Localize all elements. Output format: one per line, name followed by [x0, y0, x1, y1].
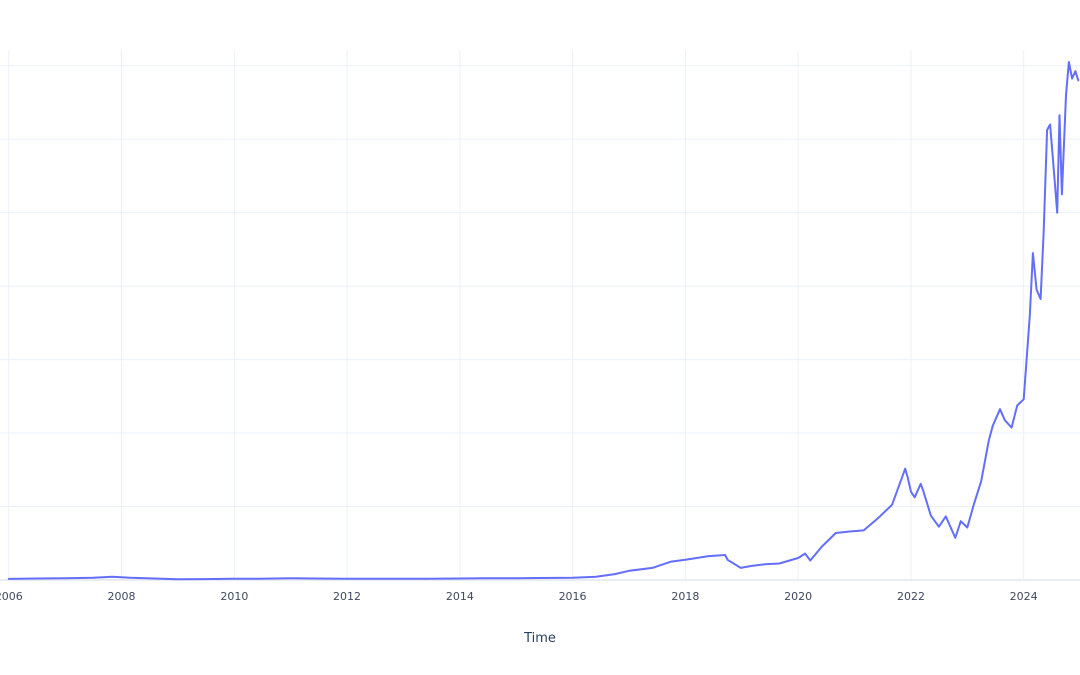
x-tick-label: 2006 [0, 590, 23, 603]
grid-lines [0, 50, 1080, 580]
x-axis-title: Time [523, 631, 556, 646]
x-tick-label: 2022 [897, 590, 925, 603]
x-tick-labels: 2006 2008 2010 2012 2014 2016 2018 2020 2022 2024 [0, 590, 1038, 603]
x-tick-label: 2016 [559, 590, 587, 603]
x-tick-label: 2020 [784, 590, 812, 603]
x-tick-label: 2018 [671, 590, 699, 603]
x-tick-label: 2012 [333, 590, 361, 603]
x-tick-label: 2024 [1010, 590, 1038, 603]
x-tick-label: 2014 [446, 590, 474, 603]
x-tick-label: 2008 [107, 590, 135, 603]
series-group [7, 61, 1080, 581]
x-tick-label: 2010 [220, 590, 248, 603]
series-line-0 [7, 61, 1080, 581]
